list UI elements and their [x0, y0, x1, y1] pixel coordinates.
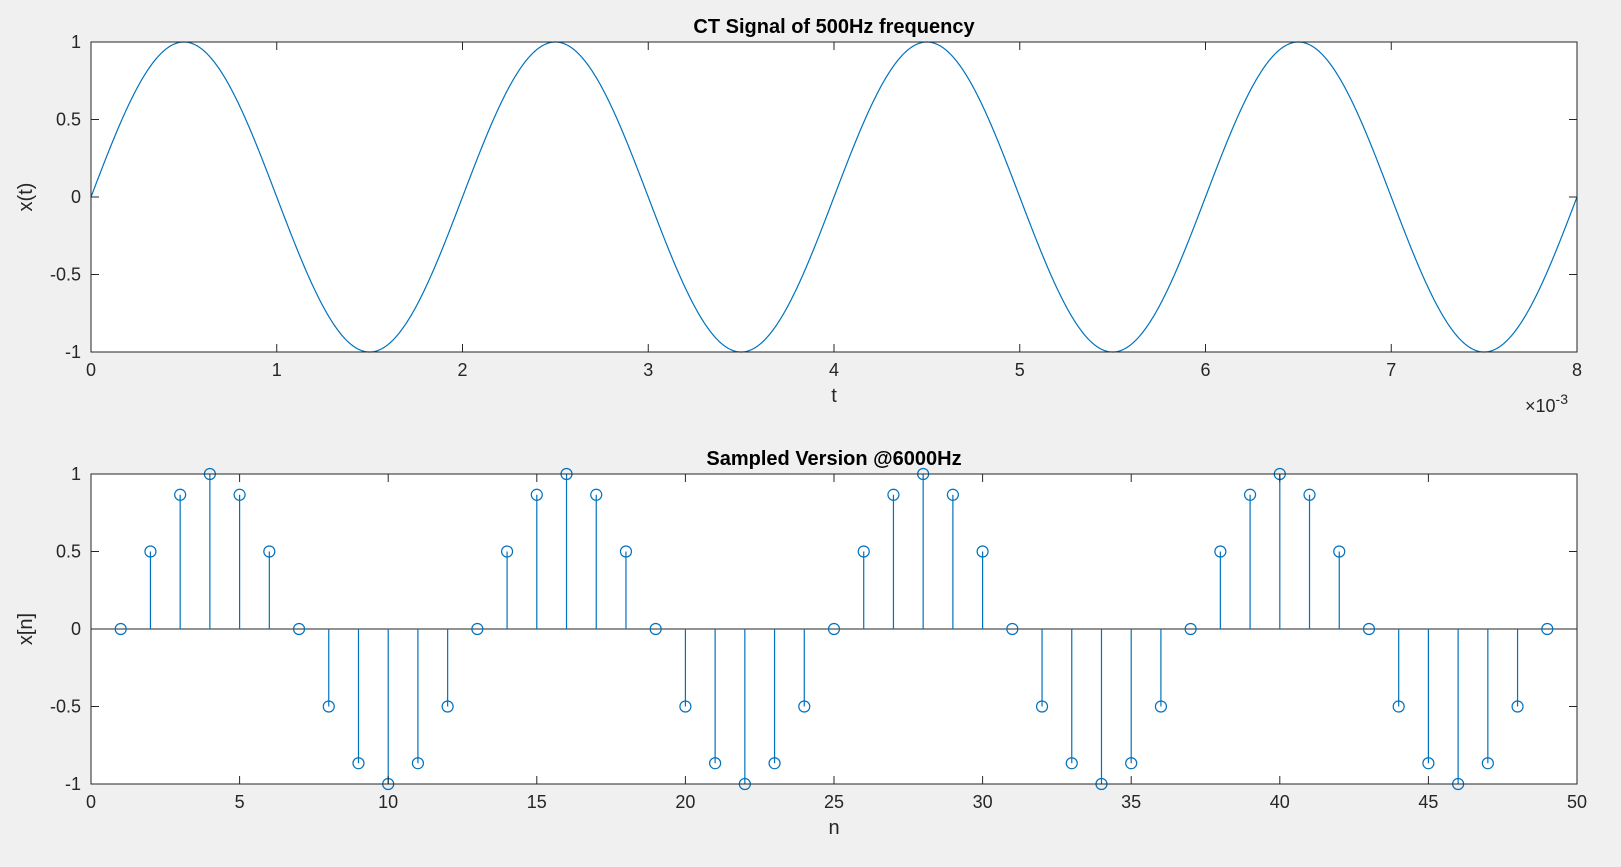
y-tick-label: 0.5	[56, 110, 81, 130]
stem-marker	[679, 700, 692, 713]
stem-marker	[1006, 622, 1019, 636]
sampled-signal-axes[interactable]: 0 5 10 15 20 25 30 35 40 45 50 -1 -0.5 0 0.5 1 Sampled …	[15, 448, 1587, 839]
stem-marker	[1065, 757, 1078, 770]
stem-marker	[1333, 545, 1346, 558]
stem-marker	[144, 545, 157, 558]
stem-marker	[1125, 757, 1138, 770]
stem-marker	[619, 545, 633, 558]
x-tick-label: 50	[1567, 792, 1587, 812]
x-tick-label: 15	[527, 792, 547, 812]
ct-signal-x-exponent-label: ×10-3	[1525, 391, 1568, 416]
ct-signal-ticks: 0 1 2 3 4 5 6 7 8 -1 -0.5 0 0.5 1	[50, 32, 1582, 380]
y-tick-label: 0.5	[56, 542, 81, 562]
stem-marker	[352, 757, 365, 770]
x-tick-label: 45	[1418, 792, 1438, 812]
x-tick-label: 2	[457, 360, 467, 380]
stem-marker	[649, 622, 662, 636]
x-tick-label: 5	[1015, 360, 1025, 380]
ct-signal-curve-group	[90, 41, 1578, 353]
y-tick-label: 0	[71, 619, 81, 639]
ct-signal-title: CT Signal of 500Hz frequency	[693, 16, 975, 38]
stem-marker	[1511, 700, 1524, 713]
stem-marker	[590, 488, 603, 501]
x-tick-label: 10	[378, 792, 398, 812]
stem-marker	[1362, 622, 1376, 636]
x-tick-label: 4	[829, 360, 839, 380]
stem-marker	[798, 700, 811, 713]
x-tick-label: 0	[86, 792, 96, 812]
stem-marker	[263, 545, 276, 558]
ct-signal-y-axis-label: x(t)	[15, 183, 37, 212]
y-tick-label: 1	[71, 32, 81, 52]
stem-marker	[857, 545, 870, 558]
stem-marker	[976, 545, 989, 558]
y-tick-label: -0.5	[50, 697, 81, 717]
ct-signal-axes[interactable]: 0 1 2 3 4 5 6 7 8 -1 -0.5 0 0.5 1 CT Signal of 500Hz …	[15, 16, 1582, 416]
stem-marker	[233, 488, 246, 501]
stem-marker	[1541, 622, 1554, 636]
x-tick-label: 6	[1200, 360, 1210, 380]
y-tick-label: 1	[71, 464, 81, 484]
stem-marker	[530, 488, 543, 501]
x-tick-label: 0	[86, 360, 96, 380]
stem-marker	[1392, 700, 1405, 713]
stem-marker	[1184, 622, 1197, 636]
stem-marker	[500, 545, 514, 558]
stem-marker	[322, 700, 335, 713]
stem-marker	[471, 622, 484, 636]
x-tick-label: 35	[1121, 792, 1141, 812]
stem-marker	[1422, 757, 1435, 770]
x-tick-label: 25	[824, 792, 844, 812]
stem-marker	[709, 757, 722, 770]
exponent-power: -3	[1556, 391, 1569, 407]
y-tick-label: -1	[65, 774, 81, 794]
stem-marker	[1303, 488, 1316, 501]
sampled-signal-ticks: 0 5 10 15 20 25 30 35 40 45 50 -1 -0.5 0 0.5 1	[50, 464, 1587, 812]
stem-marker	[1154, 700, 1168, 713]
ct-signal-x-axis-label: t	[831, 385, 837, 407]
sampled-signal-title: Sampled Version @6000Hz	[706, 448, 961, 470]
x-tick-label: 30	[973, 792, 993, 812]
x-tick-label: 8	[1572, 360, 1582, 380]
stem-marker	[411, 757, 425, 770]
x-tick-label: 40	[1270, 792, 1290, 812]
x-tick-label: 20	[675, 792, 695, 812]
stem-marker	[827, 622, 841, 636]
exponent-base: ×10	[1525, 396, 1556, 416]
sampled-signal-y-axis-label: x[n]	[15, 613, 37, 645]
stem-marker	[946, 488, 959, 501]
y-tick-label: -0.5	[50, 265, 81, 285]
sampled-signal-x-axis-label: n	[828, 817, 839, 839]
x-tick-label: 3	[643, 360, 653, 380]
stem-marker	[292, 622, 306, 636]
x-tick-label: 7	[1386, 360, 1396, 380]
ct-signal-line	[90, 41, 1578, 353]
x-tick-label: 1	[272, 360, 282, 380]
stem-marker	[1214, 545, 1227, 558]
stem-marker	[174, 488, 187, 501]
y-tick-label: 0	[71, 187, 81, 207]
stem-marker	[1035, 700, 1049, 713]
stem-marker	[1243, 488, 1257, 501]
x-tick-label: 5	[235, 792, 245, 812]
sampled-signal-stems-group	[91, 467, 1577, 791]
stem-marker	[441, 700, 454, 713]
y-tick-label: -1	[65, 342, 81, 362]
stem-marker	[1481, 757, 1494, 770]
stem-marker	[768, 757, 781, 770]
stem-marker	[887, 488, 900, 501]
stem-marker	[114, 622, 127, 636]
